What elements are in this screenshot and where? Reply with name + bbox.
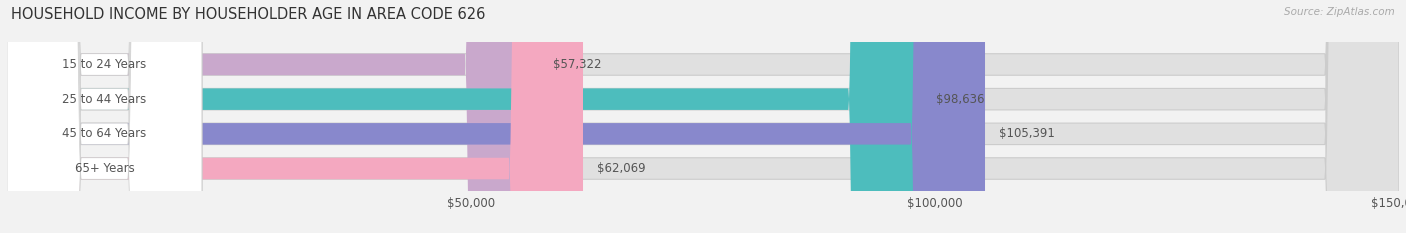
FancyBboxPatch shape [7, 0, 1399, 233]
FancyBboxPatch shape [7, 0, 202, 233]
Text: Source: ZipAtlas.com: Source: ZipAtlas.com [1284, 7, 1395, 17]
Text: 25 to 44 Years: 25 to 44 Years [62, 93, 146, 106]
Text: 45 to 64 Years: 45 to 64 Years [62, 127, 146, 140]
FancyBboxPatch shape [7, 0, 538, 233]
FancyBboxPatch shape [7, 0, 1399, 233]
FancyBboxPatch shape [7, 0, 202, 233]
Text: $105,391: $105,391 [998, 127, 1054, 140]
Text: $98,636: $98,636 [936, 93, 984, 106]
Text: $57,322: $57,322 [553, 58, 602, 71]
FancyBboxPatch shape [7, 0, 1399, 233]
Text: 15 to 24 Years: 15 to 24 Years [62, 58, 146, 71]
FancyBboxPatch shape [7, 0, 922, 233]
FancyBboxPatch shape [7, 0, 986, 233]
FancyBboxPatch shape [7, 0, 202, 233]
FancyBboxPatch shape [7, 0, 583, 233]
Text: HOUSEHOLD INCOME BY HOUSEHOLDER AGE IN AREA CODE 626: HOUSEHOLD INCOME BY HOUSEHOLDER AGE IN A… [11, 7, 485, 22]
FancyBboxPatch shape [7, 0, 1399, 233]
Text: $62,069: $62,069 [598, 162, 645, 175]
Text: 65+ Years: 65+ Years [75, 162, 135, 175]
FancyBboxPatch shape [7, 0, 202, 233]
